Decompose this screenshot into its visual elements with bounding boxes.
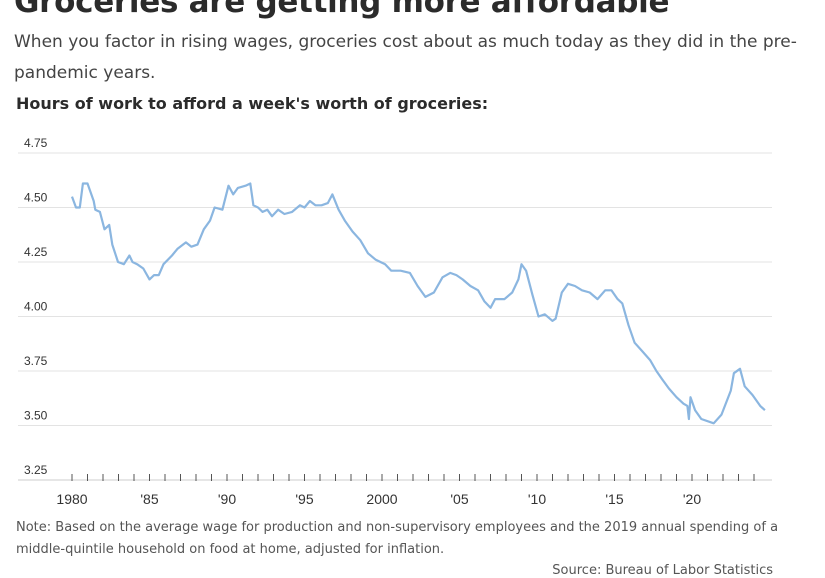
- series: [70, 182, 766, 425]
- source-credit: Source: Bureau of Labor Statistics: [552, 563, 773, 578]
- gridlines: [18, 152, 772, 426]
- x-axis: 1980 '85 '90 '95 2000 '05 '10 '15 '20: [18, 474, 772, 507]
- y-tick-label: 4.25: [24, 245, 48, 259]
- y-tick-label: 4.75: [24, 136, 48, 150]
- y-axis-labels: 4.75 4.50 4.25 4.00 3.75 3.50 3.25: [24, 136, 48, 477]
- x-tick-label: '95: [295, 491, 313, 507]
- x-tick-label: '90: [218, 491, 236, 507]
- subtitle: When you factor in rising wages, groceri…: [14, 32, 797, 83]
- page-title: Groceries are getting more affordable: [14, 0, 670, 20]
- series-line-hours-of-work: [70, 182, 766, 425]
- y-tick-label: 4.50: [24, 191, 48, 205]
- y-tick-label: 4.00: [24, 300, 48, 314]
- y-tick-label: 3.25: [24, 463, 48, 477]
- x-tick-label: 2000: [366, 491, 397, 507]
- chart-note: Note: Based on the average wage for prod…: [16, 520, 779, 557]
- line-chart: 4.75 4.50 4.25 4.00 3.75 3.50 3.25 1980 '85 '90 '…: [18, 136, 772, 507]
- x-tick-label: '05: [450, 491, 468, 507]
- y-tick-label: 3.50: [24, 409, 48, 423]
- chart-title: Hours of work to afford a week's worth o…: [16, 94, 489, 113]
- x-tick-label: '85: [140, 491, 158, 507]
- x-tick-label: '10: [528, 491, 546, 507]
- x-tick-label: '20: [683, 491, 701, 507]
- x-tick-label: 1980: [56, 491, 87, 507]
- y-tick-label: 3.75: [24, 354, 48, 368]
- x-tick-label: '15: [605, 491, 623, 507]
